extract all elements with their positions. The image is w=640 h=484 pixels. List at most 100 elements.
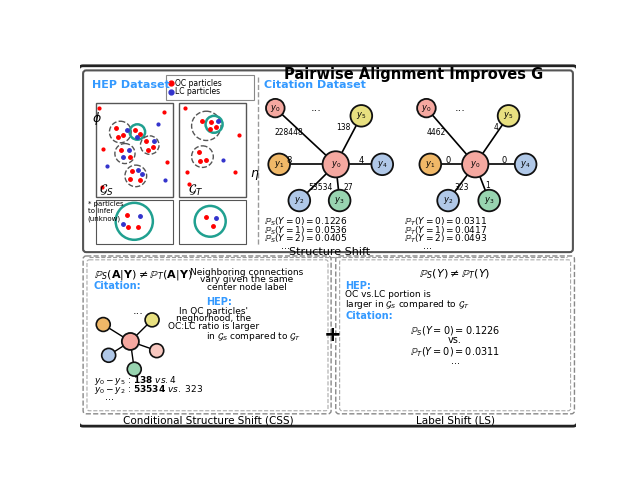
Circle shape <box>266 99 285 117</box>
Text: 323: 323 <box>454 183 469 192</box>
Text: 27: 27 <box>344 183 353 192</box>
Text: Citation Dataset: Citation Dataset <box>264 80 366 90</box>
Text: to infer: to infer <box>88 208 113 214</box>
Text: $y_0$: $y_0$ <box>270 103 280 114</box>
Text: $\mathbb{P}_S(\mathbf{A}|\mathbf{Y})\neq\mathbb{P}_T(\mathbf{A}|\mathbf{Y})$: $\mathbb{P}_S(\mathbf{A}|\mathbf{Y})\neq… <box>94 268 193 282</box>
Bar <box>179 200 246 243</box>
Text: 8: 8 <box>287 156 292 165</box>
Text: 4462: 4462 <box>427 128 446 137</box>
Bar <box>95 200 173 243</box>
Text: $\mathbb{P}_T(Y=2)=0.0493$: $\mathbb{P}_T(Y=2)=0.0493$ <box>404 233 487 245</box>
Text: 0: 0 <box>501 156 506 165</box>
Text: 53534: 53534 <box>308 183 333 192</box>
Text: $y_4$: $y_4$ <box>377 159 388 170</box>
Text: in $\mathcal{G}_S$ compared to $\mathcal{G}_T$: in $\mathcal{G}_S$ compared to $\mathcal… <box>206 330 301 343</box>
Circle shape <box>417 99 436 117</box>
Circle shape <box>419 153 441 175</box>
Text: HEP:: HEP: <box>206 297 232 307</box>
Text: center node label: center node label <box>207 283 287 292</box>
Text: Neighboring connections: Neighboring connections <box>190 268 303 276</box>
Text: HEP Dataset: HEP Dataset <box>92 80 170 90</box>
Text: $\mathbb{P}_T(Y=0)=0.0311$: $\mathbb{P}_T(Y=0)=0.0311$ <box>404 216 487 228</box>
Text: $y_3$: $y_3$ <box>334 195 345 206</box>
Text: $y_3$: $y_3$ <box>484 195 495 206</box>
Text: +: + <box>324 325 342 345</box>
FancyBboxPatch shape <box>336 256 575 414</box>
Text: Conditional Structure Shift (CSS): Conditional Structure Shift (CSS) <box>123 416 293 426</box>
Text: $y_2$: $y_2$ <box>294 195 305 206</box>
Text: HEP:: HEP: <box>345 281 371 291</box>
Text: $\mathbb{P}_S(Y=0)=0.1226$: $\mathbb{P}_S(Y=0)=0.1226$ <box>264 216 348 228</box>
Text: $\mathbb{P}_S(Y=1)=0.0536$: $\mathbb{P}_S(Y=1)=0.0536$ <box>264 225 348 237</box>
Text: $y_0$: $y_0$ <box>470 159 481 170</box>
Circle shape <box>371 153 393 175</box>
Circle shape <box>437 190 459 212</box>
Text: vary given the same: vary given the same <box>200 275 293 284</box>
Text: ...: ... <box>281 242 290 251</box>
Text: ...: ... <box>451 356 460 366</box>
Text: $y_0 - y_5$ : $\mathbf{138}$ $vs.4$: $y_0 - y_5$ : $\mathbf{138}$ $vs.4$ <box>94 374 177 387</box>
Circle shape <box>127 362 141 376</box>
Circle shape <box>462 151 488 178</box>
Circle shape <box>329 190 351 212</box>
Text: $\mathbb{P}_S(Y=0)=0.1226$: $\mathbb{P}_S(Y=0)=0.1226$ <box>410 324 500 338</box>
Text: LC particles: LC particles <box>175 88 220 96</box>
Text: ...: ... <box>454 103 465 113</box>
Circle shape <box>145 313 159 327</box>
Circle shape <box>498 105 520 127</box>
Text: Citation:: Citation: <box>94 281 141 291</box>
Text: Pairwise Alignment Improves G: Pairwise Alignment Improves G <box>284 66 543 81</box>
Circle shape <box>150 344 164 358</box>
Text: OC:LC ratio is larger: OC:LC ratio is larger <box>168 322 259 331</box>
Text: $y_1$: $y_1$ <box>274 159 284 170</box>
Text: (unknow): (unknow) <box>88 215 121 222</box>
Text: OC particles: OC particles <box>175 79 222 88</box>
Text: larger in $\mathcal{G}_S$ compared to $\mathcal{G}_T$: larger in $\mathcal{G}_S$ compared to $\… <box>345 298 470 311</box>
Text: Structure Shift: Structure Shift <box>289 247 370 257</box>
Text: $\mathbb{P}_S(Y=2)=0.0405$: $\mathbb{P}_S(Y=2)=0.0405$ <box>264 233 348 245</box>
Text: $\mathcal{G}_T$: $\mathcal{G}_T$ <box>189 183 204 198</box>
FancyBboxPatch shape <box>87 260 328 411</box>
Text: neghorhood, the: neghorhood, the <box>176 315 251 323</box>
Text: $y_0$: $y_0$ <box>421 103 431 114</box>
Text: $\mathcal{G}_S$: $\mathcal{G}_S$ <box>99 183 114 198</box>
FancyBboxPatch shape <box>166 75 254 100</box>
Text: $\mathbb{P}_T(Y=1)=0.0417$: $\mathbb{P}_T(Y=1)=0.0417$ <box>404 225 487 237</box>
Text: 4: 4 <box>493 123 499 132</box>
Text: * particles: * particles <box>88 201 124 207</box>
Text: $y_1$: $y_1$ <box>425 159 435 170</box>
FancyBboxPatch shape <box>83 256 331 414</box>
Text: ...: ... <box>105 392 114 402</box>
Text: ...: ... <box>311 103 322 113</box>
Text: $y_2$: $y_2$ <box>443 195 453 206</box>
Bar <box>179 103 246 197</box>
Circle shape <box>96 318 110 332</box>
Text: $\mathbb{P}_S(Y)\neq\mathbb{P}_T(Y)$: $\mathbb{P}_S(Y)\neq\mathbb{P}_T(Y)$ <box>419 268 491 281</box>
Text: 1: 1 <box>485 181 490 190</box>
Text: 0: 0 <box>445 156 451 165</box>
Text: vs.: vs. <box>448 335 462 345</box>
Text: $y_0 - y_2$ : $\mathbf{53534}$ $vs.$ 323: $y_0 - y_2$ : $\mathbf{53534}$ $vs.$ 323 <box>94 383 204 396</box>
Circle shape <box>323 151 349 178</box>
Circle shape <box>478 190 500 212</box>
Text: Citation:: Citation: <box>345 311 393 320</box>
Text: OC vs.LC portion is: OC vs.LC portion is <box>345 290 431 299</box>
Text: In OC particles': In OC particles' <box>179 307 248 316</box>
Text: $\eta$: $\eta$ <box>250 168 260 182</box>
Circle shape <box>268 153 290 175</box>
Circle shape <box>122 333 139 350</box>
Text: 138: 138 <box>336 123 351 132</box>
Text: ...: ... <box>132 305 143 316</box>
Text: 4: 4 <box>358 156 364 165</box>
Circle shape <box>351 105 372 127</box>
Text: $y_5$: $y_5$ <box>504 110 514 121</box>
Bar <box>95 103 173 197</box>
Text: $y_4$: $y_4$ <box>520 159 531 170</box>
Text: $\mathbb{P}_T(Y=0)=0.0311$: $\mathbb{P}_T(Y=0)=0.0311$ <box>410 345 500 359</box>
Circle shape <box>515 153 536 175</box>
FancyBboxPatch shape <box>83 70 573 252</box>
Text: $y_0$: $y_0$ <box>330 159 341 170</box>
Text: Label Shift (LS): Label Shift (LS) <box>415 416 495 426</box>
Text: ...: ... <box>422 242 432 251</box>
Text: 228448: 228448 <box>275 128 303 137</box>
